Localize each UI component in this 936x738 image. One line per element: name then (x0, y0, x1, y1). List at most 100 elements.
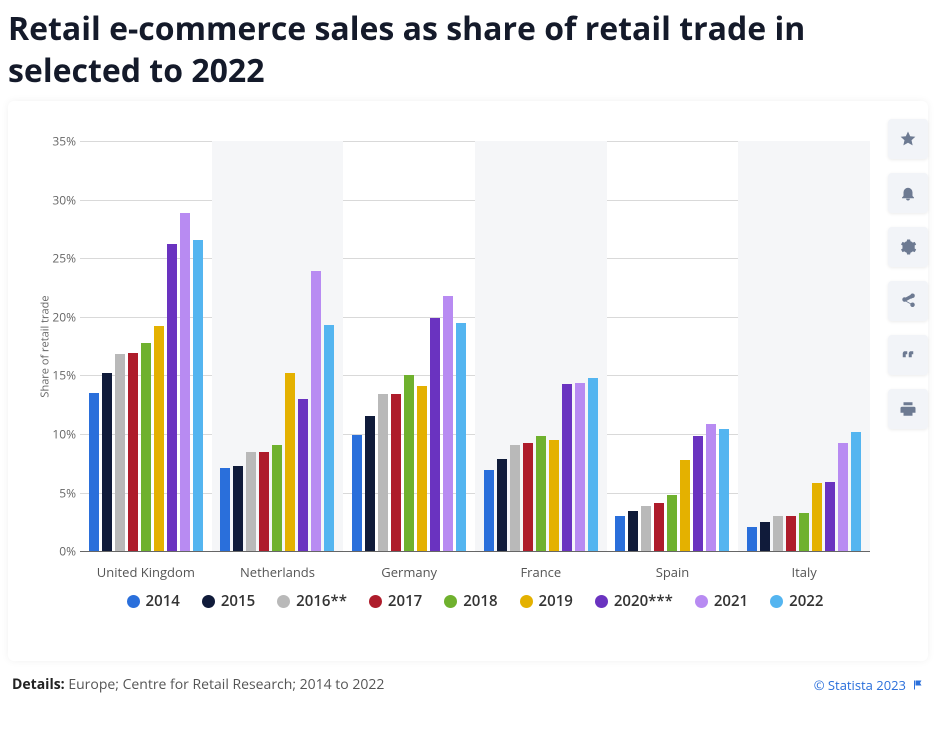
flag-icon (912, 679, 924, 691)
bar[interactable] (128, 353, 138, 551)
bar[interactable] (773, 516, 783, 551)
bar[interactable] (719, 429, 729, 551)
bell-icon (899, 184, 917, 202)
legend-label: 2016** (296, 591, 347, 611)
bar[interactable] (838, 443, 848, 551)
bar[interactable] (706, 424, 716, 552)
bar[interactable] (786, 516, 796, 551)
bar[interactable] (285, 373, 295, 551)
legend-item[interactable]: 2020*** (595, 591, 673, 611)
legend-item[interactable]: 2022 (770, 591, 823, 611)
gear-icon (899, 238, 917, 256)
bar[interactable] (825, 482, 835, 551)
bar[interactable] (799, 513, 809, 552)
bar[interactable] (588, 378, 598, 551)
legend-item[interactable]: 2018 (444, 591, 497, 611)
bar[interactable] (497, 459, 507, 552)
bar[interactable] (324, 325, 334, 551)
bar[interactable] (233, 466, 243, 552)
y-tick-label: 5% (36, 484, 76, 501)
bar[interactable] (615, 516, 625, 551)
quote-button[interactable] (888, 335, 928, 375)
star-button[interactable] (888, 119, 928, 159)
bar[interactable] (378, 394, 388, 551)
bar[interactable] (193, 240, 203, 552)
chart-card: Share of retail trade 0%5%10%15%20%25%30… (8, 101, 928, 661)
bar-group (738, 141, 870, 551)
legend-item[interactable]: 2017 (369, 591, 422, 611)
bar-group (475, 141, 607, 551)
bar[interactable] (220, 468, 230, 551)
legend-swatch (369, 595, 382, 608)
print-icon (899, 400, 917, 418)
y-tick-label: 30% (36, 191, 76, 208)
legend-item[interactable]: 2015 (202, 591, 255, 611)
bar[interactable] (417, 386, 427, 551)
bar[interactable] (404, 375, 414, 551)
bell-button[interactable] (888, 173, 928, 213)
bar[interactable] (549, 440, 559, 551)
bar[interactable] (102, 373, 112, 551)
bar[interactable] (456, 323, 466, 551)
bar[interactable] (693, 436, 703, 551)
bar[interactable] (510, 445, 520, 552)
bar[interactable] (562, 384, 572, 552)
legend-swatch (127, 595, 140, 608)
star-icon (899, 130, 917, 148)
bar[interactable] (311, 271, 321, 551)
bar[interactable] (484, 470, 494, 551)
bar[interactable] (298, 399, 308, 551)
legend-swatch (277, 595, 290, 608)
bar[interactable] (443, 296, 453, 551)
bar[interactable] (851, 432, 861, 551)
y-tick-label: 35% (36, 133, 76, 150)
bar[interactable] (575, 383, 585, 552)
bar[interactable] (272, 445, 282, 552)
bar[interactable] (154, 326, 164, 551)
bar[interactable] (352, 435, 362, 551)
bar[interactable] (430, 318, 440, 551)
legend-label: 2022 (789, 591, 823, 611)
legend-swatch (695, 595, 708, 608)
copyright-text: © Statista 2023 (814, 676, 924, 694)
tool-strip (888, 119, 928, 429)
x-tick-label: Spain (607, 563, 739, 581)
chart-legend: 2014 2015 2016** 2017 2018 2019 2020*** 2021 202… (80, 591, 870, 611)
bar[interactable] (680, 460, 690, 551)
chart-footer: Details: Europe; Centre for Retail Resea… (8, 675, 928, 694)
bar-group (80, 141, 212, 551)
legend-item[interactable]: 2016** (277, 591, 347, 611)
legend-item[interactable]: 2019 (520, 591, 573, 611)
bar[interactable] (667, 495, 677, 551)
bar[interactable] (246, 452, 256, 552)
bar[interactable] (167, 244, 177, 551)
print-button[interactable] (888, 389, 928, 429)
bar[interactable] (760, 522, 770, 551)
bar[interactable] (812, 483, 822, 551)
gear-button[interactable] (888, 227, 928, 267)
bar[interactable] (654, 503, 664, 551)
y-tick-label: 25% (36, 250, 76, 267)
bar[interactable] (141, 343, 151, 552)
bar[interactable] (180, 213, 190, 552)
y-tick-label: 15% (36, 367, 76, 384)
legend-label: 2021 (714, 591, 748, 611)
bar[interactable] (641, 506, 651, 552)
x-tick-label: Netherlands (212, 563, 344, 581)
bar[interactable] (536, 436, 546, 551)
bar[interactable] (523, 443, 533, 551)
bar[interactable] (628, 511, 638, 551)
bar[interactable] (259, 452, 269, 552)
bar[interactable] (747, 527, 757, 552)
legend-label: 2019 (539, 591, 573, 611)
bar[interactable] (115, 354, 125, 551)
legend-item[interactable]: 2021 (695, 591, 748, 611)
share-button[interactable] (888, 281, 928, 321)
legend-item[interactable]: 2014 (127, 591, 180, 611)
bar[interactable] (391, 394, 401, 551)
quote-icon (899, 346, 917, 364)
bar[interactable] (89, 393, 99, 551)
y-tick-label: 20% (36, 308, 76, 325)
share-icon (899, 292, 917, 310)
bar[interactable] (365, 416, 375, 551)
